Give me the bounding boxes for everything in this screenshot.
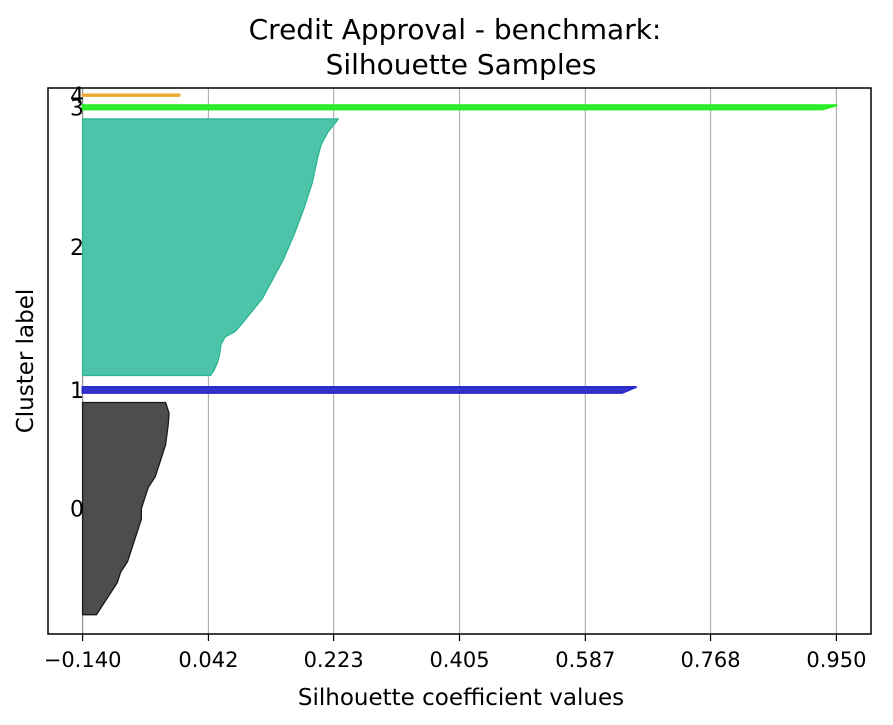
cluster-label-4: 4 <box>70 84 84 109</box>
x-tick-label: 0.405 <box>429 648 489 672</box>
chart-title-line2: Silhouette Samples <box>326 48 597 81</box>
chart-title-line1: Credit Approval - benchmark: <box>249 13 662 46</box>
x-tick-label: 0.950 <box>806 648 866 672</box>
x-tick-label: 0.768 <box>680 648 740 672</box>
x-tick-label: 0.587 <box>555 648 615 672</box>
cluster-label-0: 0 <box>70 498 84 523</box>
cluster-label-1: 1 <box>70 379 84 404</box>
cluster-areas <box>81 93 838 616</box>
cluster-label-2: 2 <box>70 236 84 261</box>
x-tick-label: −0.140 <box>44 648 122 672</box>
cluster-1-area <box>81 385 637 394</box>
cluster-0-area <box>81 401 170 616</box>
x-ticks: −0.140 0.042 0.223 0.405 0.587 0.768 0.950 <box>44 634 866 672</box>
x-axis-label: Silhouette coefficient values <box>298 685 624 711</box>
x-tick-label: 0.223 <box>304 648 364 672</box>
x-tick-label: 0.042 <box>178 648 238 672</box>
cluster-3-area <box>81 104 838 111</box>
cluster-4-area <box>81 93 181 97</box>
y-axis-label: Cluster label <box>13 289 39 434</box>
cluster-2-area <box>81 118 340 377</box>
cluster-labels: 0 1 2 34 <box>70 84 84 522</box>
cluster-label-3: 3 <box>70 96 84 121</box>
